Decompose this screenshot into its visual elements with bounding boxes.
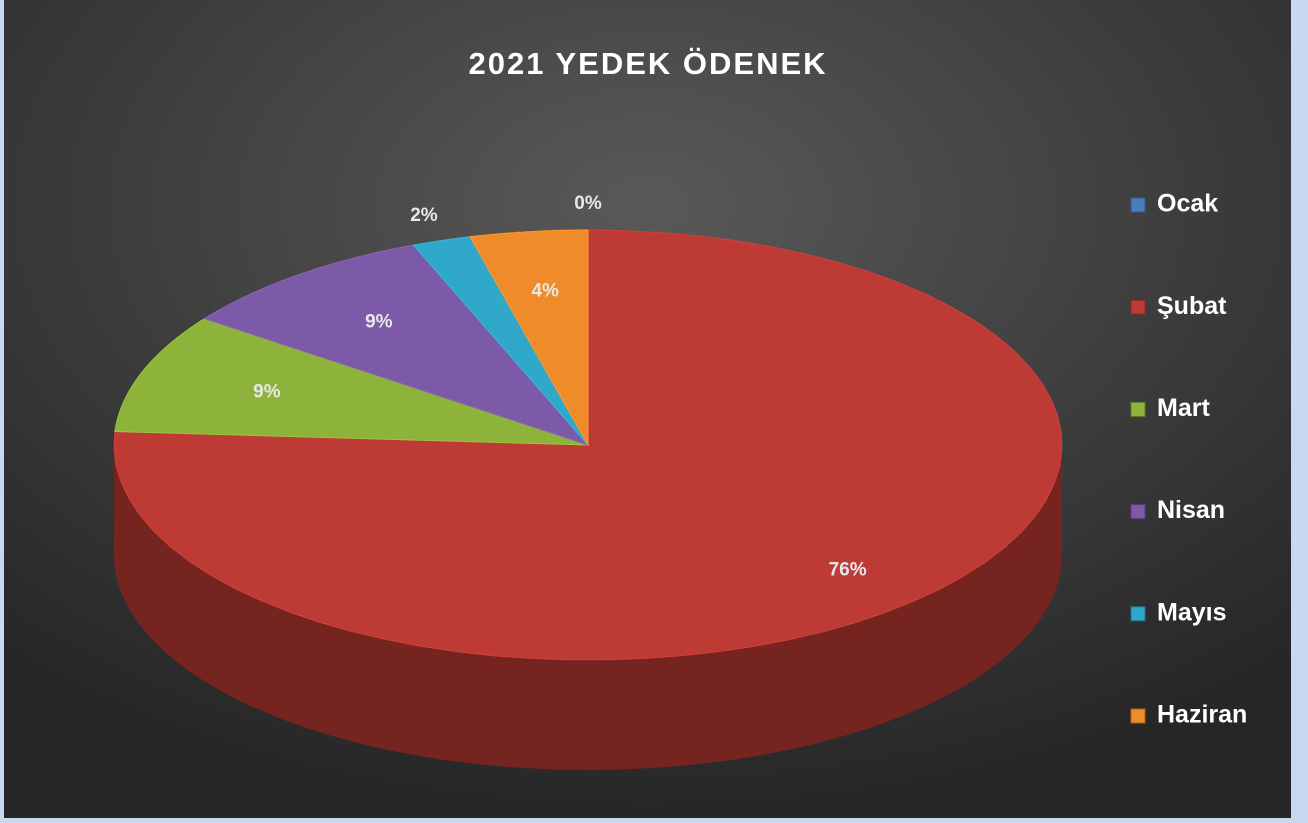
legend-swatch bbox=[1130, 606, 1146, 622]
data-label: 0% bbox=[574, 193, 602, 214]
pie-slice-side bbox=[114, 445, 1062, 770]
pie-slice bbox=[114, 318, 589, 446]
legend-label: Nisan bbox=[1157, 496, 1225, 524]
data-label: 9% bbox=[365, 312, 393, 333]
data-label: 2% bbox=[410, 205, 438, 226]
pie-tops bbox=[113, 229, 1063, 661]
data-label: 9% bbox=[253, 382, 281, 403]
chart-title: 2021 YEDEK ÖDENEK bbox=[468, 46, 827, 81]
legend-swatch bbox=[1130, 708, 1146, 724]
pie-slice bbox=[203, 244, 590, 447]
legend-label: Haziran bbox=[1157, 701, 1247, 729]
legend-swatch bbox=[1130, 197, 1146, 213]
legend: Ocak Şubat Mart Nisan Mayıs Haziran bbox=[1130, 190, 1247, 729]
pie-slice bbox=[469, 229, 589, 447]
legend-label: Şubat bbox=[1157, 292, 1227, 320]
data-labels: 0% 76% 9% 9% 2% 4% bbox=[253, 193, 867, 580]
data-label: 4% bbox=[531, 280, 559, 301]
legend-label: Mart bbox=[1157, 394, 1210, 422]
legend-label: Mayıs bbox=[1157, 598, 1226, 626]
legend-swatch bbox=[1130, 299, 1146, 315]
legend-swatch bbox=[1130, 504, 1146, 520]
data-label: 76% bbox=[829, 559, 867, 580]
legend-label: Ocak bbox=[1157, 190, 1218, 218]
legend-swatch bbox=[1130, 401, 1146, 417]
pie-walls bbox=[114, 445, 1062, 770]
pie-slice bbox=[412, 236, 589, 446]
